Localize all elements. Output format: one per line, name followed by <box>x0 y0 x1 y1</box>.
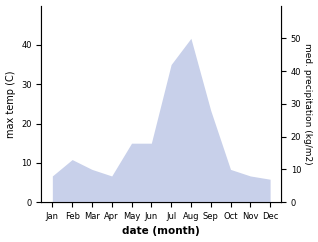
X-axis label: date (month): date (month) <box>122 227 200 236</box>
Y-axis label: max temp (C): max temp (C) <box>5 70 16 138</box>
Y-axis label: med. precipitation (kg/m2): med. precipitation (kg/m2) <box>303 43 313 165</box>
